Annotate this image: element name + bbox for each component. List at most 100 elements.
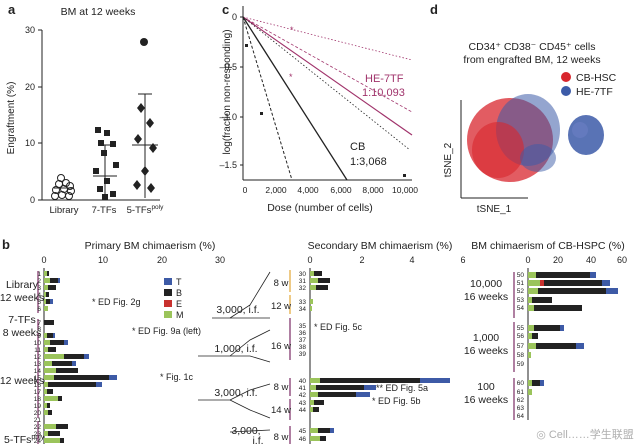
group-label-5tfs: 5-TFspoly (127, 204, 164, 216)
row-number: 37 (299, 337, 307, 344)
hspc-group-label: 1,000 (473, 332, 499, 344)
row-number: 12 (34, 354, 42, 361)
row-number: 46 (299, 436, 307, 443)
row-number: 14 (34, 368, 42, 375)
legend-label-t: T (176, 277, 182, 287)
panel-c-xtick: 10,000 (392, 185, 418, 195)
cb-lines (242, 16, 411, 181)
bar-row (44, 354, 89, 359)
legend-label-m: M (176, 310, 184, 320)
row-number: 45 (299, 428, 307, 435)
svg-text:30: 30 (215, 255, 225, 265)
row-number: 35 (299, 323, 307, 330)
bar-row (44, 285, 56, 290)
svg-text:10: 10 (98, 255, 108, 265)
svg-text:20: 20 (157, 255, 167, 265)
row-number: 60 (517, 380, 525, 387)
row-number: 11 (34, 347, 41, 354)
row-number: 53 (517, 297, 525, 304)
panel-a-yticks: 0 10 20 30 (25, 25, 42, 205)
watermark: ◎ Cell……学生联盟 (536, 427, 634, 441)
transplant-label: 1,000, i.f. (214, 343, 257, 355)
panel-c-xtick: 4,000 (297, 185, 319, 195)
bar-row (44, 396, 62, 401)
bar-row (44, 340, 68, 345)
primary-legend: T B E M (164, 277, 184, 320)
annotation-ed-fig-5a: ** ED Fig. 5a (376, 383, 428, 393)
group-label-7tfs: 7-TFs (92, 205, 117, 216)
panel-c-xtick: 2,000 (265, 185, 287, 195)
row-number: 44 (299, 407, 307, 414)
row-number: 42 (299, 392, 307, 399)
panel-a-ylabel: Engraftment (%) (6, 82, 17, 155)
row-number: 8 (37, 326, 41, 333)
secondary-title: Secondary BM chimaerism (%) (308, 240, 453, 252)
panel-c-ytick: 0 (232, 12, 237, 22)
row-number: 39 (299, 351, 307, 358)
panel-c-points: * * (245, 25, 406, 177)
secondary-ticks: 0 2 4 6 (307, 255, 465, 265)
panel-c-ytick: –1.5 (219, 160, 237, 170)
bar-row (528, 305, 582, 311)
svg-text:*: * (290, 25, 294, 35)
row-number: 10 (34, 340, 42, 347)
bar-row (44, 389, 53, 394)
row-number: 58 (517, 352, 525, 359)
primary-row-numbers: 1 2 3 4 5 6 7 8 9 10 11 12 13 14 15 16 1… (34, 271, 42, 444)
row-number: 34 (299, 306, 307, 313)
transplant-label: 3,000, i.f. (214, 387, 257, 399)
5tfs-errorbar (132, 93, 158, 198)
primary-bars (44, 271, 117, 443)
weeks-label: 8 w (274, 432, 289, 443)
row-number: 57 (517, 343, 525, 350)
legend-label-b: B (176, 288, 182, 298)
row-number: 2 (37, 278, 41, 285)
bar-row (310, 392, 370, 397)
row-number: 63 (517, 405, 525, 412)
weeks-label: 14 w (271, 405, 291, 416)
row-number: 40 (299, 378, 307, 385)
bar-row (44, 278, 60, 283)
bar-row (528, 352, 531, 358)
svg-text:0: 0 (307, 255, 312, 265)
panel-d-xlabel: tSNE_1 (477, 204, 512, 215)
bar-row (528, 333, 538, 339)
primary-ticks: 0 10 20 30 (41, 255, 225, 265)
primary-group-label: 7-TFs (8, 314, 35, 326)
row-number: 62 (517, 397, 525, 404)
bar-row (44, 299, 53, 304)
panel-c-xtick: 0 (243, 185, 248, 195)
weeks-label: 8 w (274, 382, 289, 393)
row-number: 32 (299, 285, 307, 292)
annotation-ed-fig-2g: * ED Fig. 2g (92, 297, 141, 307)
row-number: 54 (517, 305, 525, 312)
row-number: 41 (299, 385, 307, 392)
row-number: 7 (37, 320, 41, 327)
svg-text:20: 20 (553, 255, 563, 265)
panel-b-letter: b (2, 237, 10, 252)
svg-text:*: * (289, 72, 293, 82)
panel-d-legend: CB-HSC HE-7TF (561, 72, 617, 98)
row-number: 18 (34, 396, 42, 403)
secondary-row-numbers: 30 31 32 33 34 35 36 37 38 39 40 41 42 4… (299, 271, 307, 443)
primary-group-label: 12 weeks (0, 375, 44, 387)
hspc-group-label: 16 weeks (464, 394, 508, 406)
7tfs-errorbar (93, 144, 117, 197)
bar-row (310, 407, 319, 412)
bar-row (528, 325, 564, 331)
bar-row (528, 380, 544, 386)
bar-row (44, 271, 49, 276)
panel-d-ylabel: tSNE_2 (443, 142, 454, 177)
bar-row (310, 385, 376, 390)
hspc-row-numbers: 50 51 52 53 54 55 56 57 58 59 60 61 62 6… (517, 272, 525, 420)
panel-c: c log(fraction non-responding) 0 –0.5 –1… (219, 2, 418, 214)
bar-row (528, 297, 552, 303)
hspc-group-label: 16 weeks (464, 345, 508, 357)
hetf-frequency: 1:10,093 (362, 87, 405, 99)
bar-row (310, 285, 328, 290)
bar-row (310, 400, 324, 405)
bar-row (44, 410, 52, 415)
panel-b: b Primary BM chimaerism (%) 0 10 20 30 L… (0, 237, 627, 444)
library-points (51, 174, 75, 200)
svg-text:6: 6 (460, 255, 465, 265)
